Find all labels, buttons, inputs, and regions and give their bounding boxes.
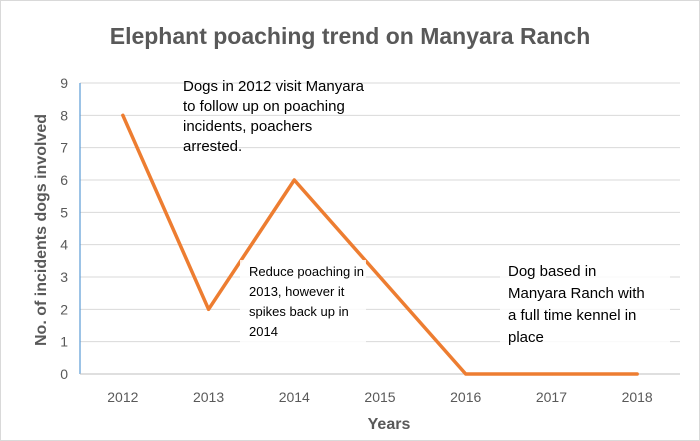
data-point xyxy=(378,275,382,279)
x-axis-title: Years xyxy=(368,416,411,433)
chart-title: Elephant poaching trend on Manyara Ranch xyxy=(110,23,591,49)
annotation-line: place xyxy=(508,329,544,346)
x-tick-label: 2013 xyxy=(193,389,224,405)
annotation-box xyxy=(240,260,366,346)
annotation-line: spikes back up in xyxy=(249,304,349,319)
series-layer xyxy=(121,113,639,376)
axes: 0 1 2 3 4 5 6 7 8 9 2012 2013 2014 2015 2016 2017 2018 xyxy=(60,75,680,405)
annotation-line: to follow up on poaching xyxy=(183,98,345,115)
annotation-line: arrested. xyxy=(183,138,242,155)
x-tick-label: 2015 xyxy=(364,389,395,405)
y-tick-label: 0 xyxy=(60,366,68,382)
data-point xyxy=(207,307,211,311)
y-tick-label: 8 xyxy=(60,107,68,123)
x-tick-label: 2016 xyxy=(450,389,481,405)
annotation-line: 2013, however it xyxy=(249,284,345,299)
annotation-line: incidents, poachers xyxy=(183,118,312,135)
annotation: Dogs in 2012 visit Manyara to follow up o… xyxy=(183,78,365,155)
y-tick-label: 7 xyxy=(60,140,68,156)
data-point xyxy=(121,113,125,117)
data-point xyxy=(464,372,468,376)
y-tick-label: 1 xyxy=(60,334,68,350)
annotation-line: 2014 xyxy=(249,324,278,339)
y-tick-label: 4 xyxy=(60,237,68,253)
annotation: Dog based in Manyara Ranch with a full tim… xyxy=(500,258,670,354)
annotations: Dogs in 2012 visit Manyara to follow up o… xyxy=(183,78,670,354)
x-tick-label: 2018 xyxy=(622,389,653,405)
y-axis-title: No. of incidents dogs involved xyxy=(33,114,50,346)
annotation-line: Reduce poaching in xyxy=(249,264,364,279)
x-tick-label: 2012 xyxy=(107,389,138,405)
annotation-box xyxy=(500,258,670,354)
y-tick-label: 2 xyxy=(60,301,68,317)
x-tick-label: 2017 xyxy=(536,389,567,405)
x-tick-label: 2014 xyxy=(279,389,310,405)
data-point xyxy=(549,372,553,376)
annotation-line: Dogs in 2012 visit Manyara xyxy=(183,78,365,95)
data-point xyxy=(635,372,639,376)
y-tick-label: 3 xyxy=(60,269,68,285)
y-tick-label: 6 xyxy=(60,172,68,188)
y-tick-label: 9 xyxy=(60,75,68,91)
annotation-line: Manyara Ranch with xyxy=(508,285,645,302)
data-point xyxy=(292,178,296,182)
annotation-line: Dog based in xyxy=(508,263,596,280)
annotation-line: a full time kennel in xyxy=(508,307,636,324)
annotation: Reduce poaching in 2013, however it spikes… xyxy=(240,260,366,346)
y-tick-label: 5 xyxy=(60,204,68,220)
